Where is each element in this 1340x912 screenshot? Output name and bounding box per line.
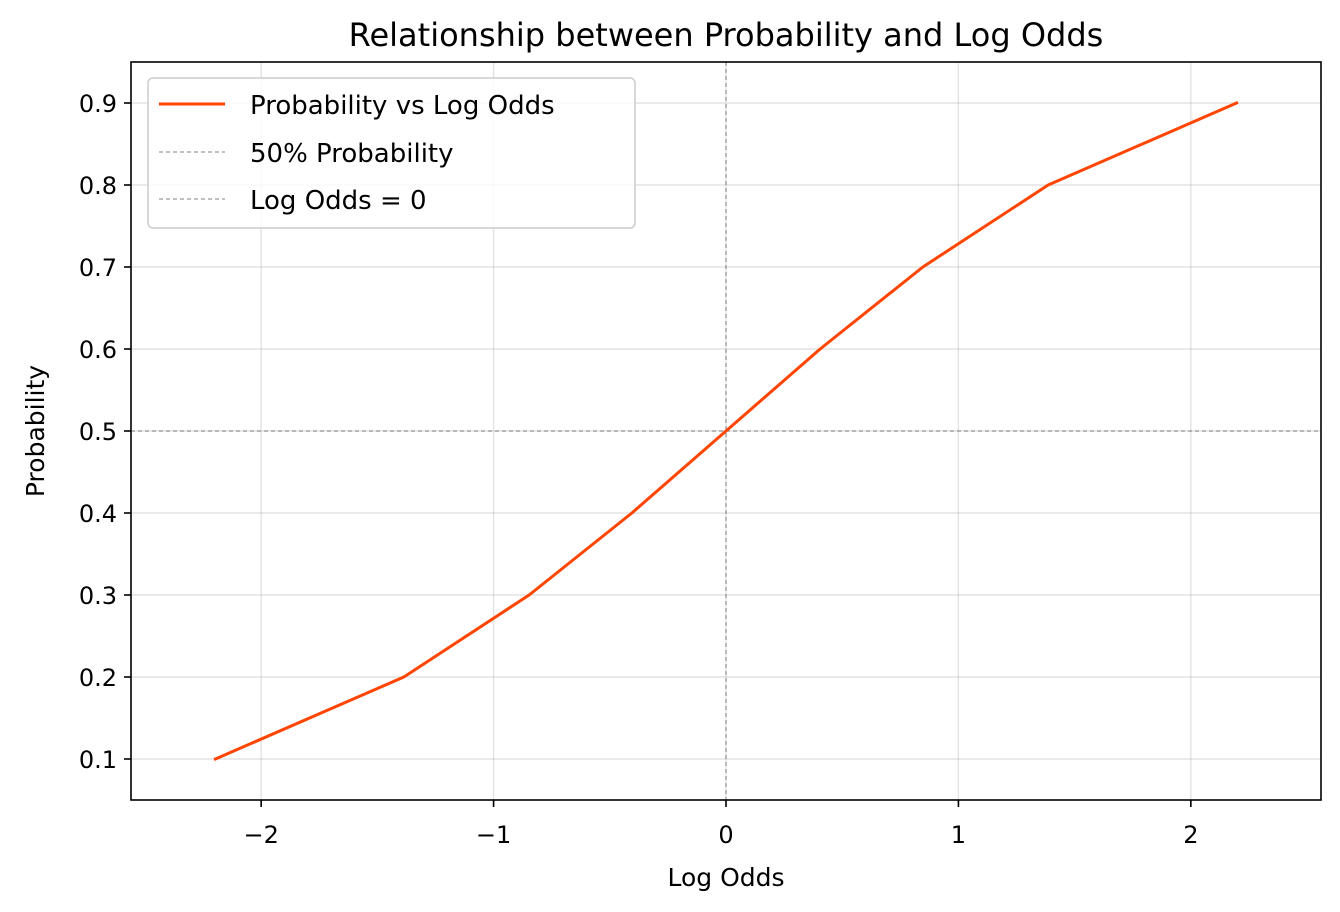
y-axis-ticks: 0.1 0.2 0.3 0.4 0.5 0.6 0.7 0.8 0.9 — [79, 90, 131, 774]
x-tick-label: 2 — [1183, 821, 1198, 849]
legend-box — [147, 77, 636, 229]
x-tick-label: 0 — [718, 821, 733, 849]
legend-label-50-percent: 50% Probability — [250, 139, 454, 169]
y-tick-label: 0.8 — [79, 172, 117, 200]
y-tick-label: 0.5 — [79, 418, 117, 446]
y-tick-label: 0.3 — [79, 582, 117, 610]
legend-label-log-odds-zero: Log Odds = 0 — [250, 186, 427, 216]
y-tick-label: 0.6 — [79, 336, 117, 364]
x-axis-ticks: −2 −1 0 1 2 — [243, 800, 1198, 849]
legend-label-probability: Probability vs Log Odds — [250, 91, 555, 121]
x-tick-label: −1 — [476, 821, 511, 849]
x-tick-label: −2 — [243, 821, 278, 849]
series-line-0 — [213, 101, 1239, 761]
x-tick-label: 1 — [951, 821, 966, 849]
y-tick-label: 0.2 — [79, 664, 117, 692]
series-lines — [213, 101, 1239, 761]
x-axis-label: Log Odds — [667, 863, 784, 892]
y-tick-label: 0.1 — [79, 746, 117, 774]
y-tick-label: 0.7 — [79, 254, 117, 282]
y-axis-label: Probability — [21, 365, 50, 497]
chart-title: Relationship between Probability and Log… — [349, 16, 1104, 54]
legend: Probability vs Log Odds 50% Probability … — [147, 77, 636, 229]
y-tick-label: 0.4 — [79, 500, 117, 528]
y-tick-label: 0.9 — [79, 90, 117, 118]
